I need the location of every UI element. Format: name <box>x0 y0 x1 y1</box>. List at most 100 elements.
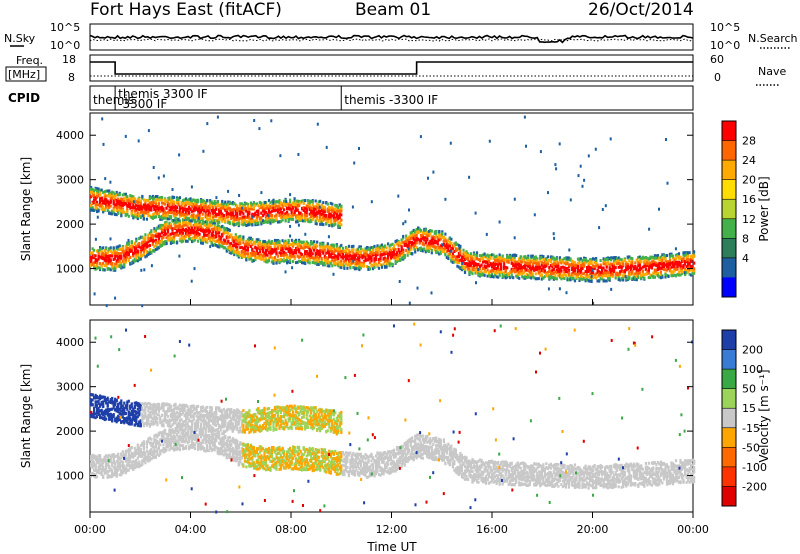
echo-cell <box>326 257 329 261</box>
echo-cell <box>138 245 141 249</box>
echo-cell <box>120 210 123 214</box>
echo-cell <box>462 252 465 256</box>
cpid-segment-label: themis <box>93 93 134 107</box>
echo-cell <box>182 199 185 203</box>
echo-cell <box>415 230 418 234</box>
cpid-segment-label: themis 3300 IF <box>118 87 208 101</box>
echo-cell <box>391 263 394 267</box>
echo-cell <box>163 221 167 225</box>
echo-cell <box>314 253 317 257</box>
echo-cell <box>307 259 310 263</box>
echo-cell <box>159 206 162 210</box>
echo-cell <box>260 255 263 259</box>
echo-cell <box>356 267 359 270</box>
echo-cell <box>168 225 171 229</box>
echo-cell <box>608 263 611 267</box>
echo-cell <box>317 259 320 263</box>
echo-cell <box>512 264 515 268</box>
echo-cell <box>124 247 127 251</box>
echo-cell <box>500 260 503 263</box>
echo-cell <box>439 237 442 241</box>
echo-cell <box>472 264 476 267</box>
echo-cell <box>117 245 120 249</box>
freq-trace <box>90 61 693 75</box>
echo-cell <box>459 253 462 257</box>
echo-cell <box>488 259 491 263</box>
echo-cell <box>162 201 165 205</box>
echo-cell <box>635 274 638 278</box>
echo-cell <box>662 256 665 260</box>
echo-cell <box>331 255 334 259</box>
echo-cell <box>298 255 301 259</box>
echo-cell <box>637 256 640 260</box>
echo-cell <box>147 236 150 240</box>
echo-cell <box>120 201 123 205</box>
echo-cell <box>175 233 179 237</box>
echo-cell <box>564 273 568 277</box>
echo-cell <box>185 207 188 211</box>
echo-cell <box>227 248 230 251</box>
echo-cell <box>111 195 114 198</box>
echo-cell <box>626 262 629 266</box>
echo-cell <box>382 245 385 249</box>
echo-cell <box>257 256 260 260</box>
echo-cell <box>480 263 483 267</box>
echo-cell <box>151 197 154 201</box>
echo-cell <box>166 234 170 238</box>
echo-cell <box>472 260 476 264</box>
echo-cell <box>177 198 180 202</box>
echo-cell <box>593 265 596 268</box>
echo-cell <box>463 269 467 273</box>
echo-cell <box>586 266 589 270</box>
echo-cell <box>180 210 183 214</box>
echo-cell <box>272 242 275 245</box>
echo-cell <box>673 269 676 273</box>
echo-cell <box>610 268 613 272</box>
echo-cell <box>224 239 227 243</box>
echo-cell <box>108 205 111 209</box>
echo-cell <box>260 246 263 250</box>
echo-cell <box>191 219 194 223</box>
echo-cell <box>417 226 420 230</box>
echo-cell <box>230 216 233 219</box>
echo-cell <box>673 260 676 264</box>
echo-cell <box>575 275 578 279</box>
echo-cell <box>463 266 467 270</box>
echo-cell <box>560 274 563 278</box>
echo-cell <box>212 221 215 225</box>
echo-cell <box>646 262 649 266</box>
echo-cell <box>171 199 174 203</box>
echo-cell <box>409 235 412 239</box>
echo-cell <box>90 260 93 264</box>
echo-cell <box>439 244 442 248</box>
echo-cell <box>147 253 150 256</box>
echo-cell <box>507 272 510 275</box>
echo-cell <box>141 235 144 239</box>
echo-cell <box>415 238 418 242</box>
echo-cell <box>608 269 611 273</box>
echo-cell <box>423 247 426 251</box>
echo-cell <box>626 274 629 278</box>
echo-cell <box>614 260 617 264</box>
echo-cell <box>649 255 652 259</box>
echo-cell <box>188 205 191 209</box>
echo-cell <box>200 210 203 214</box>
echo-cell <box>515 266 518 270</box>
echo-cell <box>138 257 141 261</box>
echo-cell <box>524 261 527 265</box>
echo-cell <box>649 261 652 265</box>
echo-cell <box>159 198 162 202</box>
echo-cell <box>204 215 207 219</box>
echo-cell <box>148 244 151 247</box>
echo-cell <box>364 247 367 251</box>
echo-cell <box>518 270 521 274</box>
echo-cell <box>165 227 168 230</box>
echo-cell <box>583 260 586 264</box>
echo-cell <box>671 254 675 258</box>
echo-cell <box>192 204 195 207</box>
echo-cell <box>111 261 114 265</box>
echo-cell <box>281 247 284 251</box>
echo-cell <box>549 260 552 264</box>
echo-cell <box>175 241 179 245</box>
nsearch-trace <box>89 38 694 42</box>
